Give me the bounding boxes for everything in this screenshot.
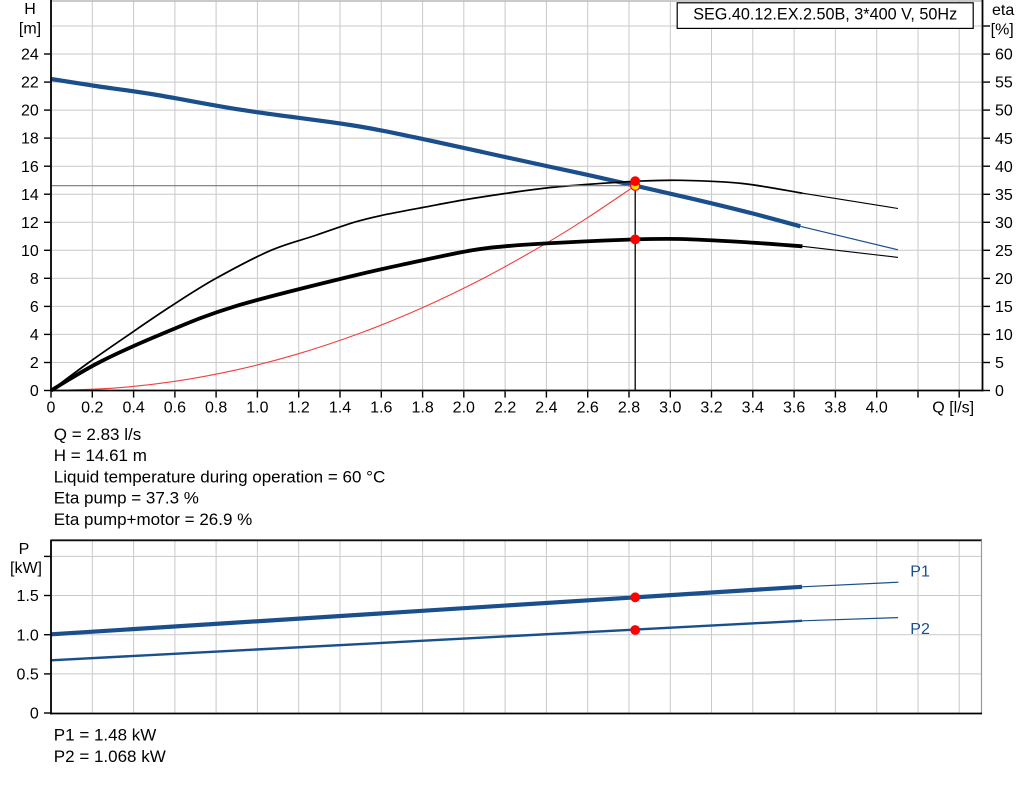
svg-text:[%]: [%] <box>991 22 1014 39</box>
svg-text:1.8: 1.8 <box>411 399 433 416</box>
svg-text:10: 10 <box>21 243 39 260</box>
svg-text:1.6: 1.6 <box>370 399 392 416</box>
svg-text:eta: eta <box>992 2 1014 19</box>
svg-text:SEG.40.12.EX.2.50B, 3*400 V, 5: SEG.40.12.EX.2.50B, 3*400 V, 50Hz <box>693 5 957 23</box>
svg-text:3.0: 3.0 <box>659 399 681 416</box>
svg-text:2.0: 2.0 <box>453 399 475 416</box>
svg-text:60: 60 <box>995 47 1013 64</box>
svg-text:1.0: 1.0 <box>17 627 39 644</box>
svg-text:0.4: 0.4 <box>122 399 144 416</box>
svg-text:Q [l/s]: Q [l/s] <box>932 399 974 416</box>
svg-text:25: 25 <box>995 243 1013 260</box>
svg-text:Liquid temperature during oper: Liquid temperature during operation = 60… <box>54 467 385 486</box>
svg-text:3.2: 3.2 <box>700 399 722 416</box>
svg-text:6: 6 <box>30 299 39 316</box>
svg-text:P: P <box>19 541 30 558</box>
svg-text:P2 = 1.068 kW: P2 = 1.068 kW <box>54 747 166 766</box>
svg-text:[kW]: [kW] <box>10 560 42 577</box>
svg-text:24: 24 <box>21 47 39 64</box>
svg-text:0: 0 <box>30 706 39 723</box>
svg-text:3.4: 3.4 <box>742 399 764 416</box>
svg-text:55: 55 <box>995 75 1013 92</box>
svg-text:Eta pump = 37.3 %: Eta pump = 37.3 % <box>54 489 199 508</box>
svg-text:1.5: 1.5 <box>17 588 39 605</box>
svg-text:2.6: 2.6 <box>577 399 599 416</box>
svg-text:1.4: 1.4 <box>329 399 351 416</box>
svg-text:0.2: 0.2 <box>81 399 103 416</box>
svg-text:2.4: 2.4 <box>535 399 557 416</box>
svg-text:[m]: [m] <box>19 21 41 38</box>
svg-text:50: 50 <box>995 103 1013 120</box>
svg-text:P1: P1 <box>910 563 930 580</box>
svg-text:40: 40 <box>995 159 1013 176</box>
svg-text:30: 30 <box>995 215 1013 232</box>
svg-text:2: 2 <box>30 355 39 372</box>
svg-text:45: 45 <box>995 131 1013 148</box>
svg-text:15: 15 <box>995 299 1013 316</box>
svg-text:4.0: 4.0 <box>866 399 888 416</box>
svg-text:20: 20 <box>21 103 39 120</box>
svg-text:20: 20 <box>995 271 1013 288</box>
svg-text:0: 0 <box>30 383 39 400</box>
svg-text:8: 8 <box>30 271 39 288</box>
svg-text:0.6: 0.6 <box>164 399 186 416</box>
svg-text:12: 12 <box>21 215 39 232</box>
svg-text:2.2: 2.2 <box>494 399 516 416</box>
svg-text:H = 14.61 m: H = 14.61 m <box>54 446 147 465</box>
svg-text:0: 0 <box>47 399 56 416</box>
svg-text:22: 22 <box>21 75 39 92</box>
svg-text:2.8: 2.8 <box>618 399 640 416</box>
svg-text:0.8: 0.8 <box>205 399 227 416</box>
svg-text:Q = 2.83 l/s: Q = 2.83 l/s <box>54 425 141 444</box>
svg-text:P1 = 1.48 kW: P1 = 1.48 kW <box>54 726 157 745</box>
svg-text:4: 4 <box>30 327 39 344</box>
svg-text:0: 0 <box>995 383 1004 400</box>
svg-text:16: 16 <box>21 159 39 176</box>
svg-text:P2: P2 <box>910 621 930 638</box>
svg-text:3.8: 3.8 <box>824 399 846 416</box>
svg-text:0.5: 0.5 <box>17 667 39 684</box>
svg-text:Eta pump+motor = 26.9 %: Eta pump+motor = 26.9 % <box>54 510 252 529</box>
svg-text:H: H <box>24 1 36 18</box>
svg-text:18: 18 <box>21 131 39 148</box>
svg-text:5: 5 <box>995 355 1004 372</box>
svg-text:35: 35 <box>995 187 1013 204</box>
svg-text:3.6: 3.6 <box>783 399 805 416</box>
svg-text:1.0: 1.0 <box>246 399 268 416</box>
svg-text:1.2: 1.2 <box>288 399 310 416</box>
svg-text:10: 10 <box>995 327 1013 344</box>
svg-text:14: 14 <box>21 187 39 204</box>
